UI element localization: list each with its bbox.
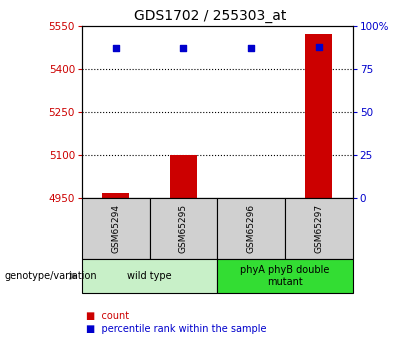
Text: GSM65296: GSM65296 (247, 204, 256, 253)
Text: GSM65294: GSM65294 (111, 204, 120, 253)
Bar (170, 155, 197, 198)
Point (248, 46, 255, 51)
Bar (102, 193, 129, 198)
Text: GSM65297: GSM65297 (315, 204, 323, 253)
Point (113, 46, 119, 51)
Point (315, 44, 322, 49)
Text: ■  count: ■ count (86, 310, 129, 321)
Point (180, 46, 187, 51)
Text: GSM65295: GSM65295 (179, 204, 188, 253)
Text: genotype/variation: genotype/variation (4, 271, 97, 281)
Bar (305, 34, 333, 198)
Text: phyA phyB double
mutant: phyA phyB double mutant (240, 265, 330, 287)
Text: GDS1702 / 255303_at: GDS1702 / 255303_at (134, 9, 286, 23)
Text: wild type: wild type (127, 271, 172, 281)
Text: ■  percentile rank within the sample: ■ percentile rank within the sample (86, 324, 267, 334)
